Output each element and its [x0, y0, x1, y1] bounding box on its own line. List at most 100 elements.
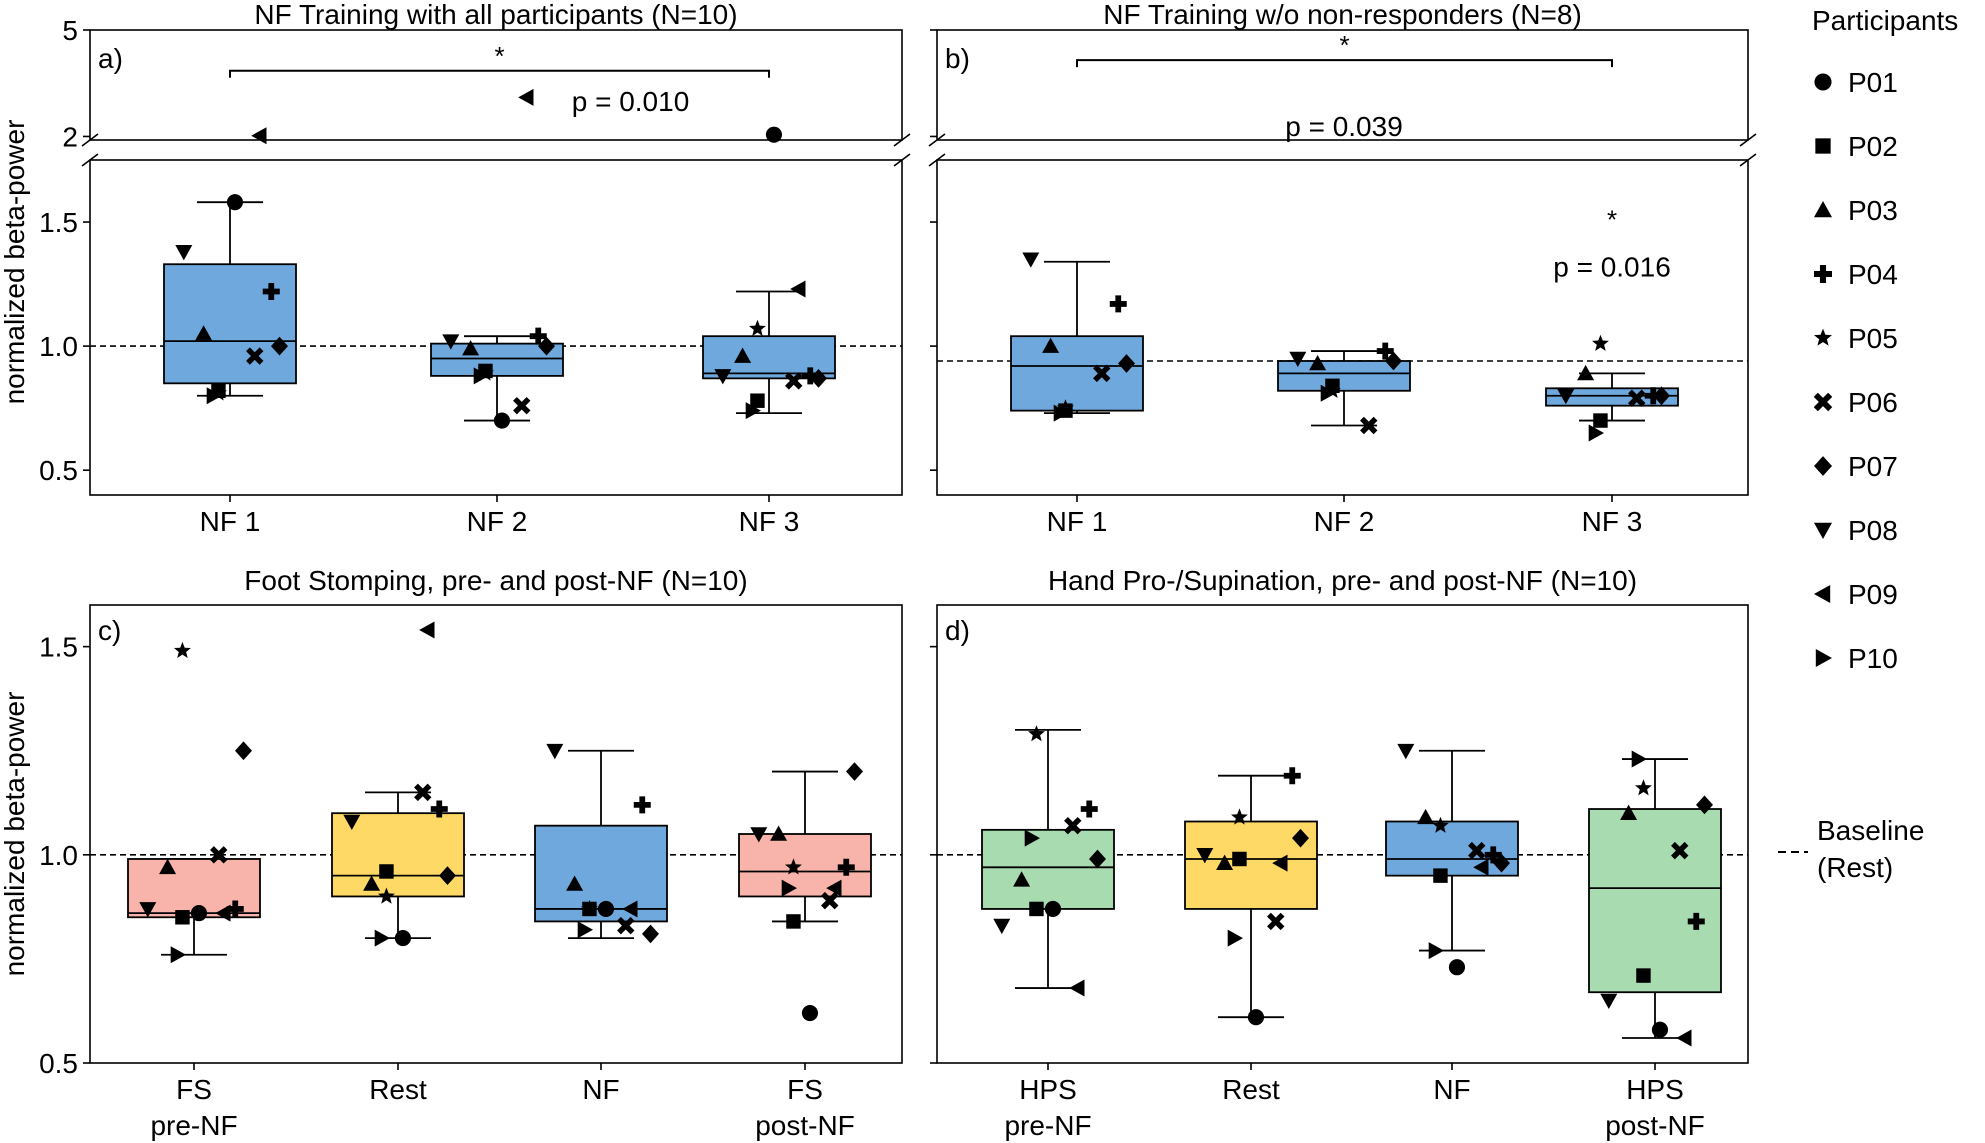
data-point-P08	[1289, 351, 1307, 368]
data-point-P09	[1676, 1029, 1692, 1047]
data-point-P09	[251, 127, 267, 145]
axis-break-gap	[88, 141, 904, 159]
data-point-P01	[1044, 900, 1062, 918]
data-point-P09	[1069, 979, 1085, 997]
data-point-P07	[1653, 386, 1670, 406]
data-point-P03	[1216, 854, 1234, 870]
data-point-P07	[235, 741, 252, 761]
data-point-P02	[379, 864, 394, 879]
data-point-P04	[529, 327, 547, 345]
x-stroke	[1671, 841, 1689, 860]
triangle-up-icon	[1814, 201, 1832, 218]
x-stroke	[1360, 416, 1378, 435]
axes-frame-upper	[936, 29, 1749, 141]
data-point-P04	[837, 858, 855, 876]
data-point-P06	[1267, 912, 1285, 931]
legend-item-P10: P10	[1815, 643, 1898, 674]
legend-item-P02: P02	[1815, 131, 1898, 162]
data-point-P10	[170, 946, 186, 964]
data-point-P09	[1473, 858, 1489, 876]
y-axis-label: normalized beta-power	[0, 120, 30, 405]
panel-a: NF Training with all participants (N=10)…	[0, 0, 911, 537]
p-value-label: p = 0.039	[1285, 111, 1403, 142]
data-point-P03	[770, 825, 788, 841]
category-0	[1010, 252, 1144, 422]
x-tick-label: post-NF	[1605, 1110, 1705, 1141]
data-point-P09	[518, 88, 534, 106]
data-point-P08	[993, 918, 1011, 935]
data-point-P09	[1272, 854, 1288, 872]
data-point-P05	[378, 887, 395, 904]
data-point-P10	[1631, 750, 1647, 768]
x-tick-label: HPS	[1019, 1074, 1077, 1105]
x-tick-label: NF 2	[467, 506, 528, 537]
x-stroke	[1628, 389, 1646, 407]
data-point-P02	[786, 914, 801, 929]
data-point-P08	[1022, 252, 1040, 268]
data-point-P05	[1432, 816, 1449, 833]
data-point-P10	[577, 921, 593, 939]
data-point-P02	[1029, 901, 1044, 917]
axis-break-mark	[81, 133, 99, 147]
data-point-P03	[566, 875, 584, 891]
p-value-label: p = 0.010	[572, 86, 690, 117]
axis-break-mark	[1739, 153, 1757, 167]
y-tick-label: 1.0	[39, 840, 78, 871]
plus-icon	[1814, 265, 1832, 283]
significance-annotation: * p = 0.016	[1553, 205, 1671, 283]
legend-title: Participants	[1812, 5, 1958, 36]
category-3	[738, 762, 872, 1022]
significance-star: *	[494, 41, 504, 71]
x-tick-label: NF	[582, 1074, 619, 1105]
x-tick-label: pre-NF	[150, 1110, 237, 1141]
category-2	[1545, 334, 1679, 442]
axis-break-mark	[893, 133, 911, 147]
data-point-P06	[1468, 841, 1486, 860]
data-point-P07	[538, 336, 555, 356]
y-axis-label: normalized beta-power	[0, 692, 30, 977]
data-point-P03	[1042, 337, 1060, 353]
x-tick-label: pre-NF	[1004, 1110, 1091, 1141]
data-point-P03	[1577, 364, 1595, 381]
data-point-P02	[1593, 413, 1608, 428]
y-tick-label: 0.5	[39, 1048, 78, 1079]
x-stroke	[1064, 816, 1082, 835]
data-point-P01	[493, 412, 511, 429]
category-2	[702, 126, 836, 420]
data-point-P01	[226, 194, 244, 211]
data-point-P08	[139, 902, 157, 918]
data-point-P06	[785, 372, 803, 390]
data-point-P04	[1283, 767, 1301, 785]
x-tick-label: NF 3	[739, 506, 800, 537]
data-point-P07	[1292, 828, 1309, 848]
x-stroke	[1093, 364, 1111, 383]
legend-label: P07	[1848, 451, 1898, 482]
axis-break-mark	[928, 153, 946, 167]
x-tick-label: NF 3	[1582, 506, 1643, 537]
data-point-P04	[1687, 912, 1705, 930]
data-point-P10	[745, 402, 761, 420]
data-point-P08	[546, 743, 564, 760]
legend-label: P06	[1848, 387, 1898, 418]
y-tick-label: 2	[62, 121, 78, 152]
baseline-legend-label: Baseline	[1817, 815, 1924, 846]
box	[1277, 360, 1411, 392]
data-point-P10	[1320, 384, 1336, 402]
x-tick-label: FS	[176, 1074, 212, 1105]
data-point-P06	[414, 783, 432, 802]
data-point-P08	[1600, 993, 1618, 1010]
legend-label: P01	[1848, 67, 1898, 98]
data-point-P09	[419, 621, 435, 639]
data-point-P05	[477, 364, 494, 381]
data-point-P08	[343, 814, 361, 831]
y-tick-label: 1.5	[39, 207, 78, 238]
data-point-P07	[1089, 849, 1106, 869]
data-point-P08	[714, 369, 732, 385]
panel-label: c)	[98, 615, 121, 646]
panel-c: Foot Stomping, pre- and post-NF (N=10) c)…	[0, 565, 903, 1141]
data-point-P10	[374, 929, 390, 947]
data-point-P03	[734, 347, 752, 363]
x-stroke	[513, 396, 531, 415]
data-point-P06	[1628, 389, 1646, 407]
box	[981, 828, 1115, 910]
